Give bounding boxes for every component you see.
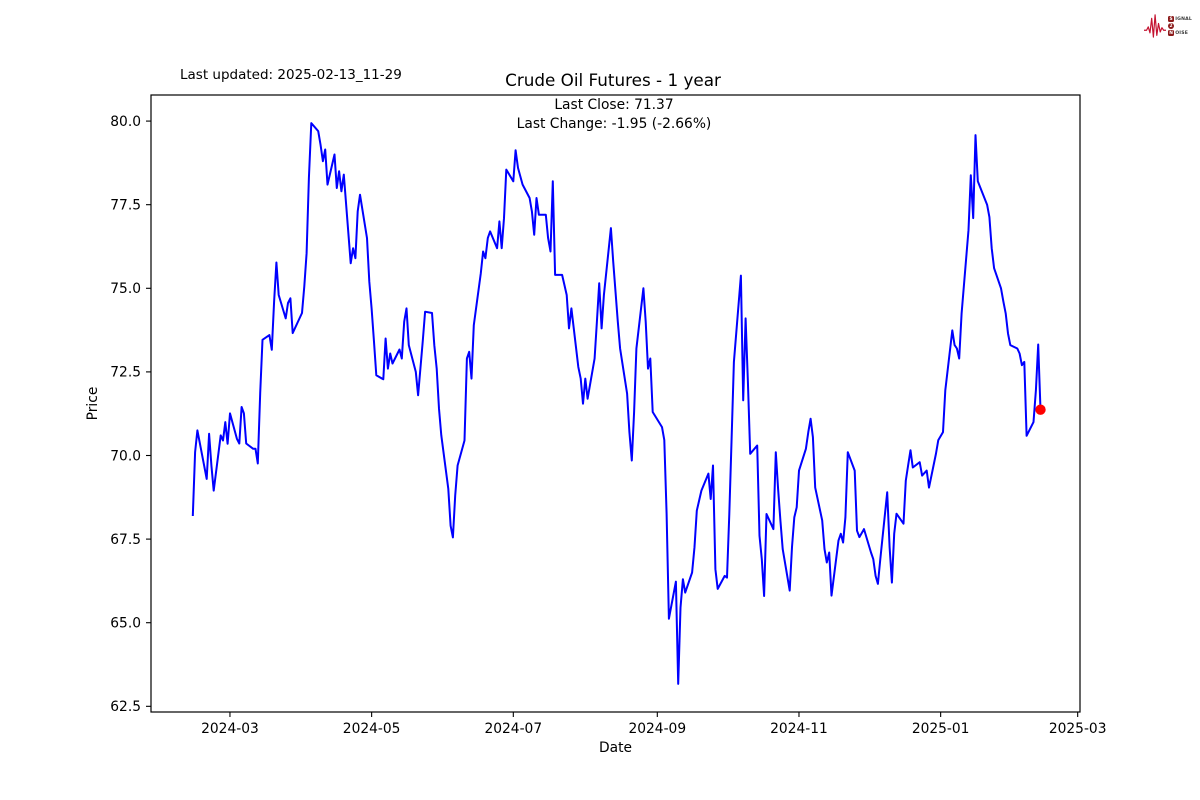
x-tick-label: 2024-07 [484,721,542,737]
y-tick-label: 67.5 [110,532,141,548]
brand-line-signal: S IGNAL [1168,16,1192,22]
brand-wordmark: S IGNAL 2 N OISE [1168,16,1192,36]
last-close-text: Last Close: 71.37 [554,97,674,113]
x-tick-label: 2024-05 [343,721,401,737]
badge-s: S [1168,16,1175,22]
y-tick-label: 75.0 [110,281,141,297]
badge-n: N [1168,30,1175,36]
y-tick-label: 62.5 [110,699,141,715]
brand-text-oise: OISE [1175,30,1189,36]
y-tick-label: 65.0 [110,616,141,632]
brand-logo: S IGNAL 2 N OISE [1144,6,1192,46]
y-tick-label: 70.0 [110,448,141,464]
x-tick-label: 2025-01 [912,721,970,737]
y-tick-label: 80.0 [110,114,141,130]
last-updated-text: Last updated: 2025-02-13_11-29 [180,67,402,83]
y-tick-label: 77.5 [110,197,141,213]
x-tick-label: 2024-09 [628,721,686,737]
brand-line-noise: N OISE [1168,30,1192,36]
waveform-icon [1144,14,1167,38]
last-change-text: Last Change: -1.95 (-2.66%) [516,116,712,132]
badge-2: 2 [1168,23,1175,29]
price-line [191,122,1042,685]
y-axis-label: Price [85,387,101,421]
page-title: Crude Oil Futures - 1 year [505,70,721,90]
brand-line-2: 2 [1168,23,1192,29]
x-tick-label: 2024-03 [201,721,259,737]
x-axis-label: Date [599,740,632,756]
x-tick-label: 2024-11 [770,721,828,737]
brand-text-ignal: IGNAL [1175,16,1192,22]
price-annotation: Last Close: 71.37 Last Change: -1.95 (-2… [517,96,712,134]
last-price-dot [1035,404,1046,415]
plot-frame [150,94,1081,713]
y-tick-label: 72.5 [110,365,141,381]
x-tick-label: 2025-03 [1049,721,1107,737]
